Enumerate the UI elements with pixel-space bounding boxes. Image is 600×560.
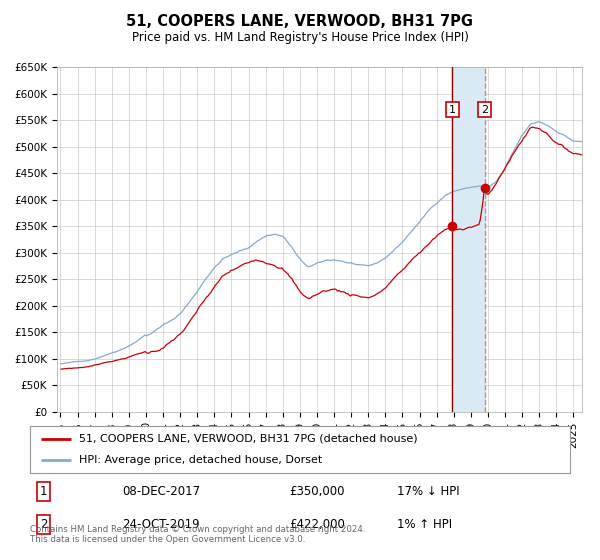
Bar	[452, 67, 485, 412]
Text: 1: 1	[449, 105, 456, 115]
Text: 17% ↓ HPI: 17% ↓ HPI	[397, 485, 460, 498]
Text: £422,000: £422,000	[289, 518, 345, 531]
Text: 1: 1	[40, 485, 47, 498]
Text: 08-DEC-2017: 08-DEC-2017	[122, 485, 200, 498]
Text: Contains HM Land Registry data © Crown copyright and database right 2024.
This d: Contains HM Land Registry data © Crown c…	[30, 525, 365, 544]
Text: £350,000: £350,000	[289, 485, 344, 498]
Text: 2: 2	[481, 105, 488, 115]
Text: 51, COOPERS LANE, VERWOOD, BH31 7PG: 51, COOPERS LANE, VERWOOD, BH31 7PG	[127, 14, 473, 29]
Text: 51, COOPERS LANE, VERWOOD, BH31 7PG (detached house): 51, COOPERS LANE, VERWOOD, BH31 7PG (det…	[79, 434, 417, 444]
Text: 2: 2	[40, 518, 47, 531]
Text: 1% ↑ HPI: 1% ↑ HPI	[397, 518, 452, 531]
Text: Price paid vs. HM Land Registry's House Price Index (HPI): Price paid vs. HM Land Registry's House …	[131, 31, 469, 44]
Text: HPI: Average price, detached house, Dorset: HPI: Average price, detached house, Dors…	[79, 455, 322, 465]
Text: 24-OCT-2019: 24-OCT-2019	[122, 518, 199, 531]
